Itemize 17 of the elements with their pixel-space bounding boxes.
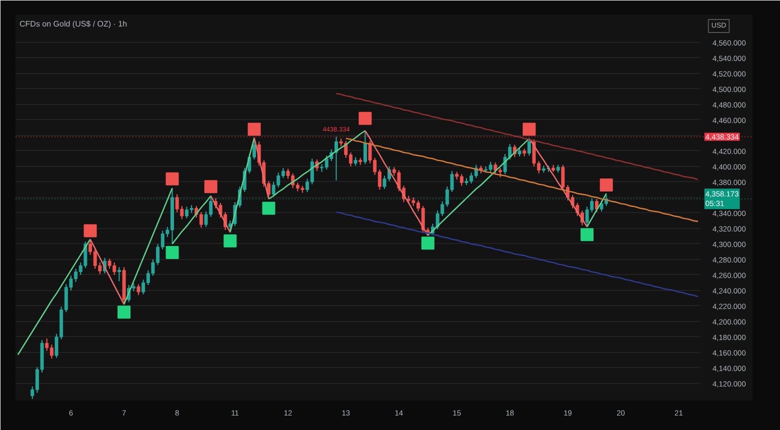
- point: [224, 234, 237, 248]
- line-series: [345, 138, 699, 222]
- point: [358, 112, 372, 125]
- point: [262, 202, 276, 215]
- candlestick: [498, 168, 502, 178]
- line-series: [336, 212, 699, 298]
- point: [522, 122, 536, 136]
- point: [248, 122, 261, 136]
- point: [600, 178, 613, 192]
- point: [166, 246, 179, 259]
- point: [580, 228, 594, 242]
- point: [421, 236, 434, 250]
- point: [118, 306, 131, 319]
- point: [166, 172, 179, 186]
- point: [204, 180, 218, 194]
- text: CFDs on Gold (US$ / OZ) · 1h: [20, 20, 128, 28]
- point: [84, 224, 97, 238]
